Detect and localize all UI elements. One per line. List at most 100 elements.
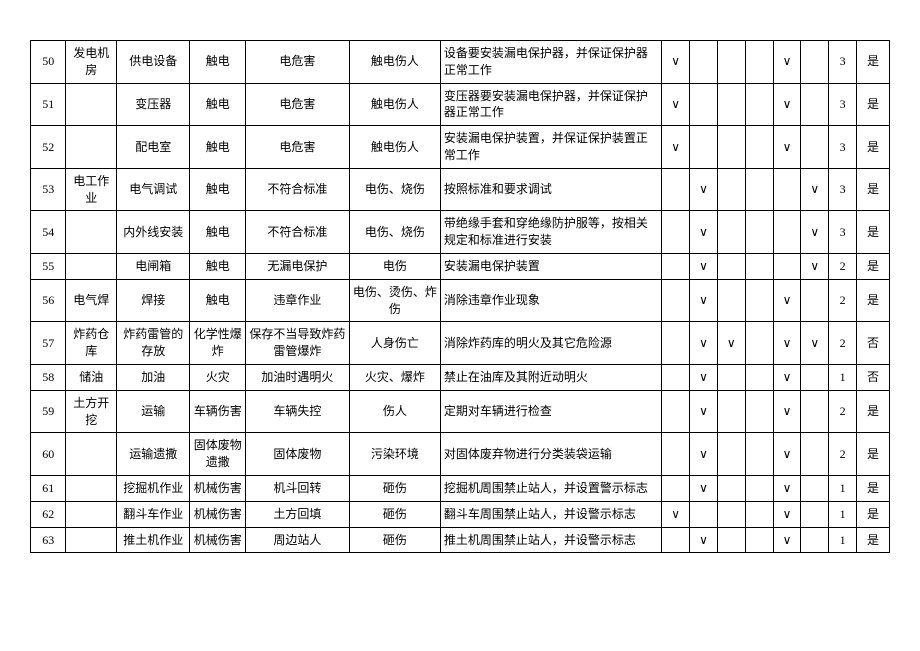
cell-chk6 <box>801 364 829 390</box>
cell-type: 机械伤害 <box>190 527 246 553</box>
cell-harm: 触电伤人 <box>349 83 440 126</box>
cell-item: 电闸箱 <box>117 253 190 279</box>
cell-chk2: ∨ <box>690 364 718 390</box>
cell-chk2: ∨ <box>690 433 718 476</box>
cell-chk4 <box>745 364 773 390</box>
cell-cause: 电危害 <box>246 83 350 126</box>
cell-cause: 土方回填 <box>246 501 350 527</box>
cell-idx: 60 <box>31 433 66 476</box>
cell-lvl: 3 <box>829 83 857 126</box>
cell-cause: 无漏电保护 <box>246 253 350 279</box>
cell-chk5: ∨ <box>773 279 801 322</box>
cell-loc: 土方开挖 <box>66 390 117 433</box>
cell-chk3 <box>717 253 745 279</box>
cell-chk5: ∨ <box>773 390 801 433</box>
cell-chk4 <box>745 126 773 169</box>
cell-chk3 <box>717 527 745 553</box>
cell-chk6 <box>801 279 829 322</box>
cell-chk3 <box>717 433 745 476</box>
cell-chk4 <box>745 501 773 527</box>
cell-type: 车辆伤害 <box>190 390 246 433</box>
cell-idx: 52 <box>31 126 66 169</box>
cell-item: 挖掘机作业 <box>117 475 190 501</box>
cell-loc <box>66 253 117 279</box>
cell-chk5: ∨ <box>773 364 801 390</box>
cell-loc: 电工作业 <box>66 168 117 211</box>
cell-ok: 是 <box>857 211 890 254</box>
table-row: 51变压器触电电危害触电伤人变压器要安装漏电保护器，并保证保护器正常工作∨∨3是 <box>31 83 890 126</box>
cell-chk6: ∨ <box>801 253 829 279</box>
cell-cause: 电危害 <box>246 126 350 169</box>
cell-chk4 <box>745 433 773 476</box>
cell-harm: 砸伤 <box>349 501 440 527</box>
cell-lvl: 2 <box>829 279 857 322</box>
cell-measure: 定期对车辆进行检查 <box>440 390 661 433</box>
cell-chk3 <box>717 390 745 433</box>
cell-loc <box>66 475 117 501</box>
cell-type: 火灾 <box>190 364 246 390</box>
cell-measure: 设备要安装漏电保护器，并保证保护器正常工作 <box>440 41 661 84</box>
table-row: 55电闸箱触电无漏电保护电伤安装漏电保护装置∨∨2是 <box>31 253 890 279</box>
cell-chk2 <box>690 126 718 169</box>
cell-measure: 翻斗车周围禁止站人，并设警示标志 <box>440 501 661 527</box>
cell-lvl: 3 <box>829 41 857 84</box>
cell-chk4 <box>745 41 773 84</box>
cell-ok: 是 <box>857 390 890 433</box>
cell-chk6 <box>801 390 829 433</box>
cell-chk2 <box>690 41 718 84</box>
cell-lvl: 2 <box>829 433 857 476</box>
cell-chk3 <box>717 41 745 84</box>
cell-chk5: ∨ <box>773 433 801 476</box>
cell-item: 翻斗车作业 <box>117 501 190 527</box>
cell-lvl: 2 <box>829 390 857 433</box>
cell-loc: 储油 <box>66 364 117 390</box>
cell-cause: 不符合标准 <box>246 211 350 254</box>
cell-ok: 否 <box>857 322 890 365</box>
table-row: 53电工作业电气调试触电不符合标准电伤、烧伤按照标准和要求调试∨∨3是 <box>31 168 890 211</box>
cell-harm: 触电伤人 <box>349 41 440 84</box>
cell-loc <box>66 83 117 126</box>
cell-chk4 <box>745 279 773 322</box>
cell-ok: 是 <box>857 501 890 527</box>
cell-chk4 <box>745 322 773 365</box>
cell-loc <box>66 211 117 254</box>
cell-cause: 机斗回转 <box>246 475 350 501</box>
cell-type: 触电 <box>190 168 246 211</box>
cell-idx: 58 <box>31 364 66 390</box>
table-row: 50发电机房供电设备触电电危害触电伤人设备要安装漏电保护器，并保证保护器正常工作… <box>31 41 890 84</box>
cell-item: 内外线安装 <box>117 211 190 254</box>
cell-measure: 安装漏电保护装置 <box>440 253 661 279</box>
cell-chk6 <box>801 83 829 126</box>
cell-chk5: ∨ <box>773 501 801 527</box>
cell-lvl: 3 <box>829 168 857 211</box>
cell-measure: 推土机周围禁止站人，并设警示标志 <box>440 527 661 553</box>
cell-chk6 <box>801 475 829 501</box>
cell-measure: 带绝缘手套和穿绝缘防护服等，按相关规定和标准进行安装 <box>440 211 661 254</box>
cell-lvl: 2 <box>829 253 857 279</box>
cell-chk4 <box>745 527 773 553</box>
cell-loc: 电气焊 <box>66 279 117 322</box>
cell-chk2: ∨ <box>690 322 718 365</box>
cell-ok: 是 <box>857 126 890 169</box>
cell-idx: 50 <box>31 41 66 84</box>
cell-chk3: ∨ <box>717 322 745 365</box>
cell-measure: 对固体废弃物进行分类装袋运输 <box>440 433 661 476</box>
cell-harm: 火灾、爆炸 <box>349 364 440 390</box>
cell-chk5 <box>773 168 801 211</box>
table-row: 54内外线安装触电不符合标准电伤、烧伤带绝缘手套和穿绝缘防护服等，按相关规定和标… <box>31 211 890 254</box>
cell-chk5: ∨ <box>773 126 801 169</box>
cell-item: 运输 <box>117 390 190 433</box>
cell-type: 机械伤害 <box>190 501 246 527</box>
cell-ok: 是 <box>857 168 890 211</box>
cell-item: 加油 <box>117 364 190 390</box>
cell-type: 触电 <box>190 253 246 279</box>
cell-harm: 污染环境 <box>349 433 440 476</box>
table-row: 52配电室触电电危害触电伤人安装漏电保护装置，并保证保护装置正常工作∨∨3是 <box>31 126 890 169</box>
cell-type: 触电 <box>190 126 246 169</box>
cell-chk2: ∨ <box>690 279 718 322</box>
cell-chk1 <box>662 527 690 553</box>
cell-loc: 发电机房 <box>66 41 117 84</box>
table-row: 62翻斗车作业机械伤害土方回填砸伤翻斗车周围禁止站人，并设警示标志∨∨1是 <box>31 501 890 527</box>
cell-harm: 电伤 <box>349 253 440 279</box>
cell-chk1 <box>662 433 690 476</box>
